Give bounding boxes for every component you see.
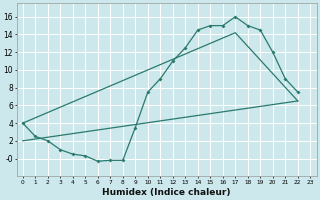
X-axis label: Humidex (Indice chaleur): Humidex (Indice chaleur) [102,188,231,197]
